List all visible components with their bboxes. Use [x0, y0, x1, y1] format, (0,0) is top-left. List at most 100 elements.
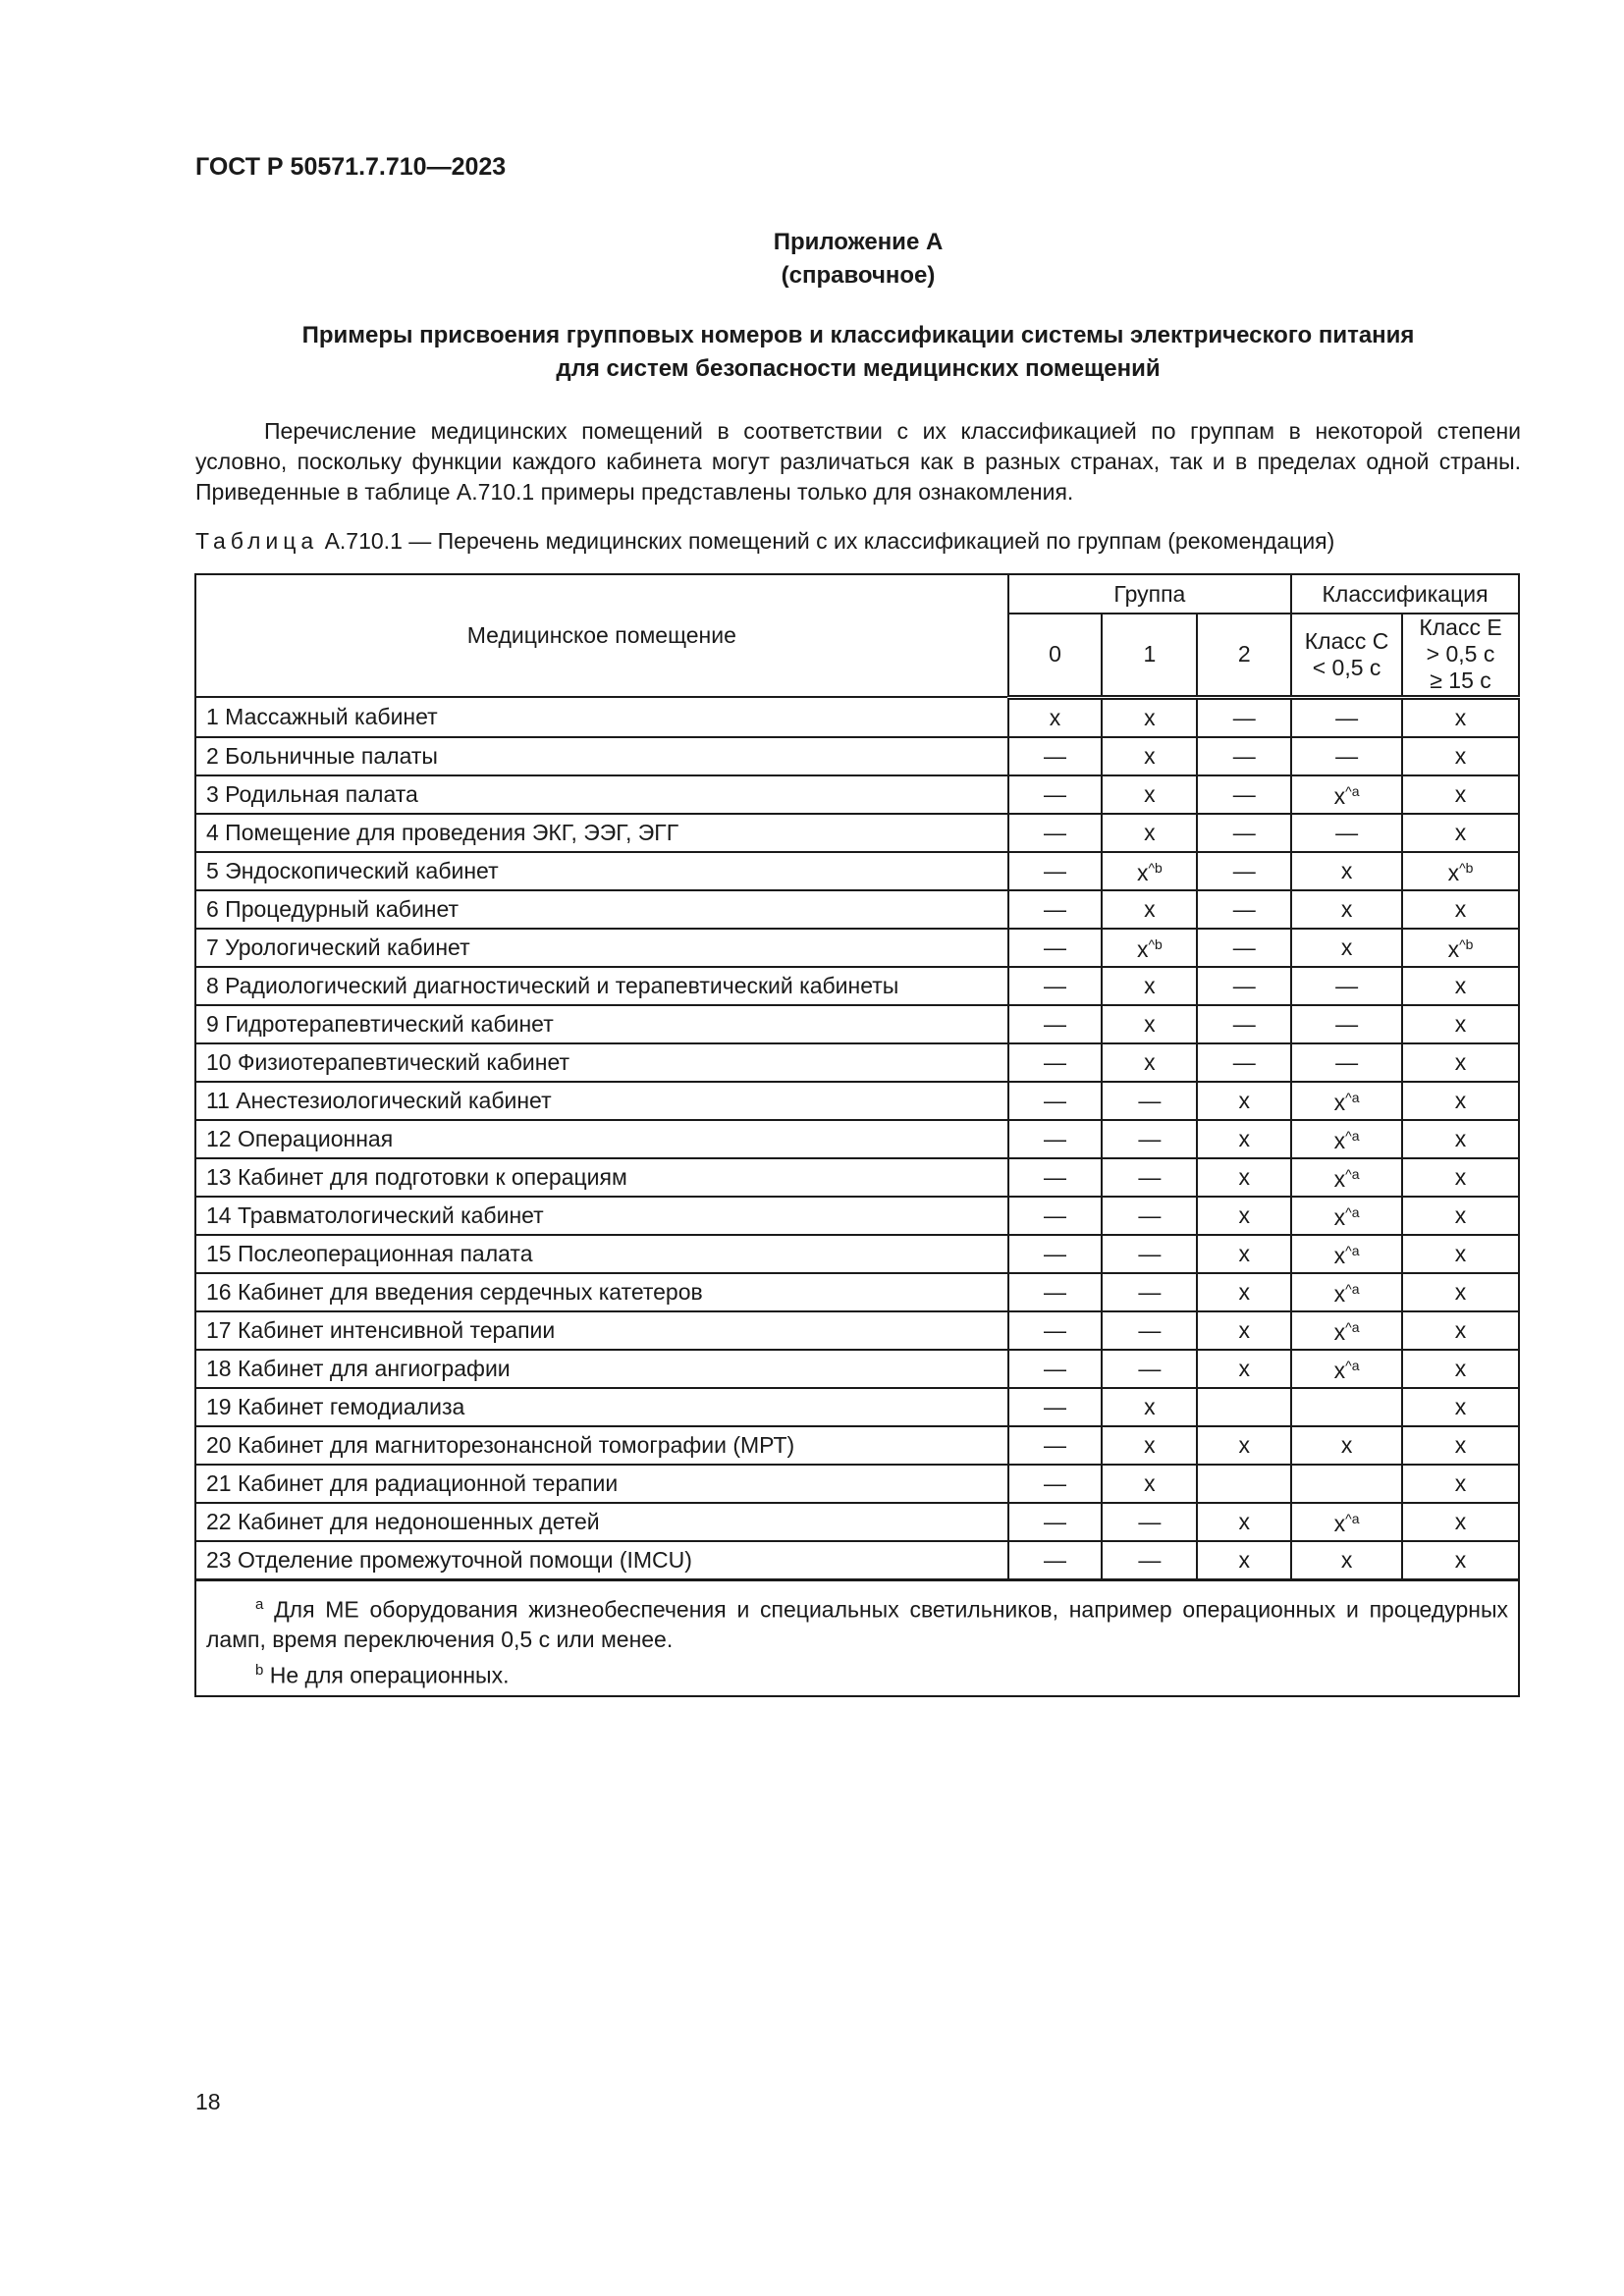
cell-value: —	[1138, 1201, 1162, 1228]
cell-class-c: —	[1290, 735, 1404, 776]
cell-value: 1 Массажный кабинет	[206, 703, 438, 729]
cell-group-1: x	[1101, 1386, 1199, 1427]
cell-value: x^b	[1136, 859, 1163, 885]
footnote-b: b Не для операционных.	[206, 1655, 1508, 1691]
cell-value: x	[1238, 1087, 1250, 1113]
cell-value: 23 Отделение промежуточной помощи (IMCU)	[206, 1546, 692, 1573]
cell-value: 4 Помещение для проведения ЭКГ, ЭЭГ, ЭГГ	[206, 819, 679, 845]
cell-value: —	[1335, 704, 1359, 730]
cell-value: x	[1340, 857, 1353, 883]
cell-value: x	[1144, 780, 1156, 807]
cell-group-2: x	[1196, 1195, 1293, 1236]
cell-group-2: x	[1196, 1348, 1293, 1389]
table-row: 9 Гидротерапевтический кабинет — x — — x	[194, 1003, 1520, 1044]
cell-value: x	[1340, 934, 1353, 960]
table-row: 3 Родильная палата — x — x^a x	[194, 774, 1520, 815]
table-row: 18 Кабинет для ангиографии — — x x^a x	[194, 1348, 1520, 1389]
cell-group-1: —	[1101, 1539, 1199, 1580]
cell-value: —	[1044, 934, 1067, 960]
cell-value: x	[1454, 972, 1467, 998]
cell-group-0: —	[1006, 1539, 1104, 1580]
cell-room: 22 Кабинет для недоношенных детей	[194, 1501, 1009, 1542]
cell-value: 11 Анестезиологический кабинет	[206, 1087, 552, 1113]
cell-value: x	[1454, 895, 1467, 922]
cell-group-2: —	[1196, 1041, 1293, 1083]
cell-value: x^a	[1333, 1318, 1360, 1345]
cell-value: —	[1232, 704, 1256, 730]
cell-group-1: x	[1101, 1463, 1199, 1504]
header-class-c: Класс С < 0,5 с	[1290, 613, 1404, 700]
cell-value: x	[1454, 1125, 1467, 1151]
table-row: 2 Больничные палаты — x — — x	[194, 735, 1520, 776]
cell-group-1: x	[1101, 1424, 1199, 1466]
cell-class-e: x	[1401, 1041, 1520, 1083]
cell-value: —	[1138, 1508, 1162, 1534]
cell-value: x	[1454, 1201, 1467, 1228]
footnote-mark: a	[255, 1595, 264, 1613]
cell-value: —	[1232, 742, 1256, 769]
cell-value: x	[1238, 1125, 1250, 1151]
document-id: ГОСТ Р 50571.7.710—2023	[195, 153, 507, 181]
cell-value: x	[1340, 1431, 1353, 1458]
cell-group-1: —	[1101, 1195, 1199, 1236]
heading-line-1: Примеры присвоения групповых номеров и к…	[301, 322, 1415, 348]
cell-class-e: x^b	[1401, 927, 1520, 968]
cell-group-2: —	[1196, 850, 1293, 891]
cell-group-0: —	[1006, 774, 1104, 815]
cell-value: —	[1044, 1010, 1067, 1037]
cell-group-1: —	[1101, 1233, 1199, 1274]
cell-room: 18 Кабинет для ангиографии	[194, 1348, 1009, 1389]
cell-value: x	[1238, 1316, 1250, 1343]
cell-class-c: x	[1290, 888, 1404, 930]
cell-value: —	[1044, 1469, 1067, 1496]
cell-value: x	[1340, 1546, 1353, 1573]
cell-value: —	[1138, 1278, 1162, 1305]
cell-value: 16 Кабинет для введения сердечных катете…	[206, 1278, 703, 1305]
class-e-label: Класс Е	[1419, 614, 1502, 641]
cell-class-c: x^a	[1290, 1195, 1404, 1236]
table-row: 15 Послеоперационная палата — — x x^a x	[194, 1233, 1520, 1274]
cell-value: —	[1335, 819, 1359, 845]
cell-group-2: —	[1196, 965, 1293, 1006]
cell-group-1: x	[1101, 735, 1199, 776]
cell-value: 5 Эндоскопический кабинет	[206, 857, 499, 883]
cell-group-0: —	[1006, 1386, 1104, 1427]
cell-value: x	[1238, 1508, 1250, 1534]
cell-value: x	[1238, 1163, 1250, 1190]
cell-value: —	[1232, 1010, 1256, 1037]
page-number: 18	[195, 2089, 221, 2114]
cell-value: —	[1044, 1125, 1067, 1151]
cell-room: 15 Послеоперационная палата	[194, 1233, 1009, 1274]
cell-value: —	[1138, 1546, 1162, 1573]
cell-value: x	[1238, 1546, 1250, 1573]
cell-value: x	[1144, 1469, 1156, 1496]
cell-class-c: x	[1290, 927, 1404, 968]
cell-group-0: —	[1006, 1309, 1104, 1351]
cell-value: —	[1044, 895, 1067, 922]
cell-value: —	[1044, 819, 1067, 845]
cell-class-e: x	[1401, 735, 1520, 776]
cell-value: x	[1454, 819, 1467, 845]
cell-class-e: x	[1401, 1156, 1520, 1198]
cell-value: 14 Травматологический кабинет	[206, 1201, 544, 1228]
cell-value: 10 Физиотерапевтический кабинет	[206, 1048, 570, 1075]
cell-class-c: x^a	[1290, 1156, 1404, 1198]
header-classification: Классификация	[1290, 573, 1520, 614]
cell-value: —	[1044, 1048, 1067, 1075]
cell-class-c: x^a	[1290, 1080, 1404, 1121]
class-c-label: Класс С	[1304, 627, 1389, 654]
cell-value: 21 Кабинет для радиационной терапии	[206, 1469, 619, 1496]
cell-value: —	[1044, 1546, 1067, 1573]
cell-group-0: —	[1006, 1080, 1104, 1121]
cell-value: —	[1044, 1393, 1067, 1419]
cell-value: —	[1044, 742, 1067, 769]
cell-group-2: x	[1196, 1233, 1293, 1274]
cell-class-e: x	[1401, 1080, 1520, 1121]
cell-class-c: —	[1290, 965, 1404, 1006]
table-row: 23 Отделение промежуточной помощи (IMCU)…	[194, 1539, 1520, 1580]
cell-value: x^a	[1333, 1510, 1360, 1536]
footnote-mark: b	[255, 1662, 264, 1680]
cell-value: —	[1138, 1125, 1162, 1151]
cell-group-2: x	[1196, 1156, 1293, 1198]
